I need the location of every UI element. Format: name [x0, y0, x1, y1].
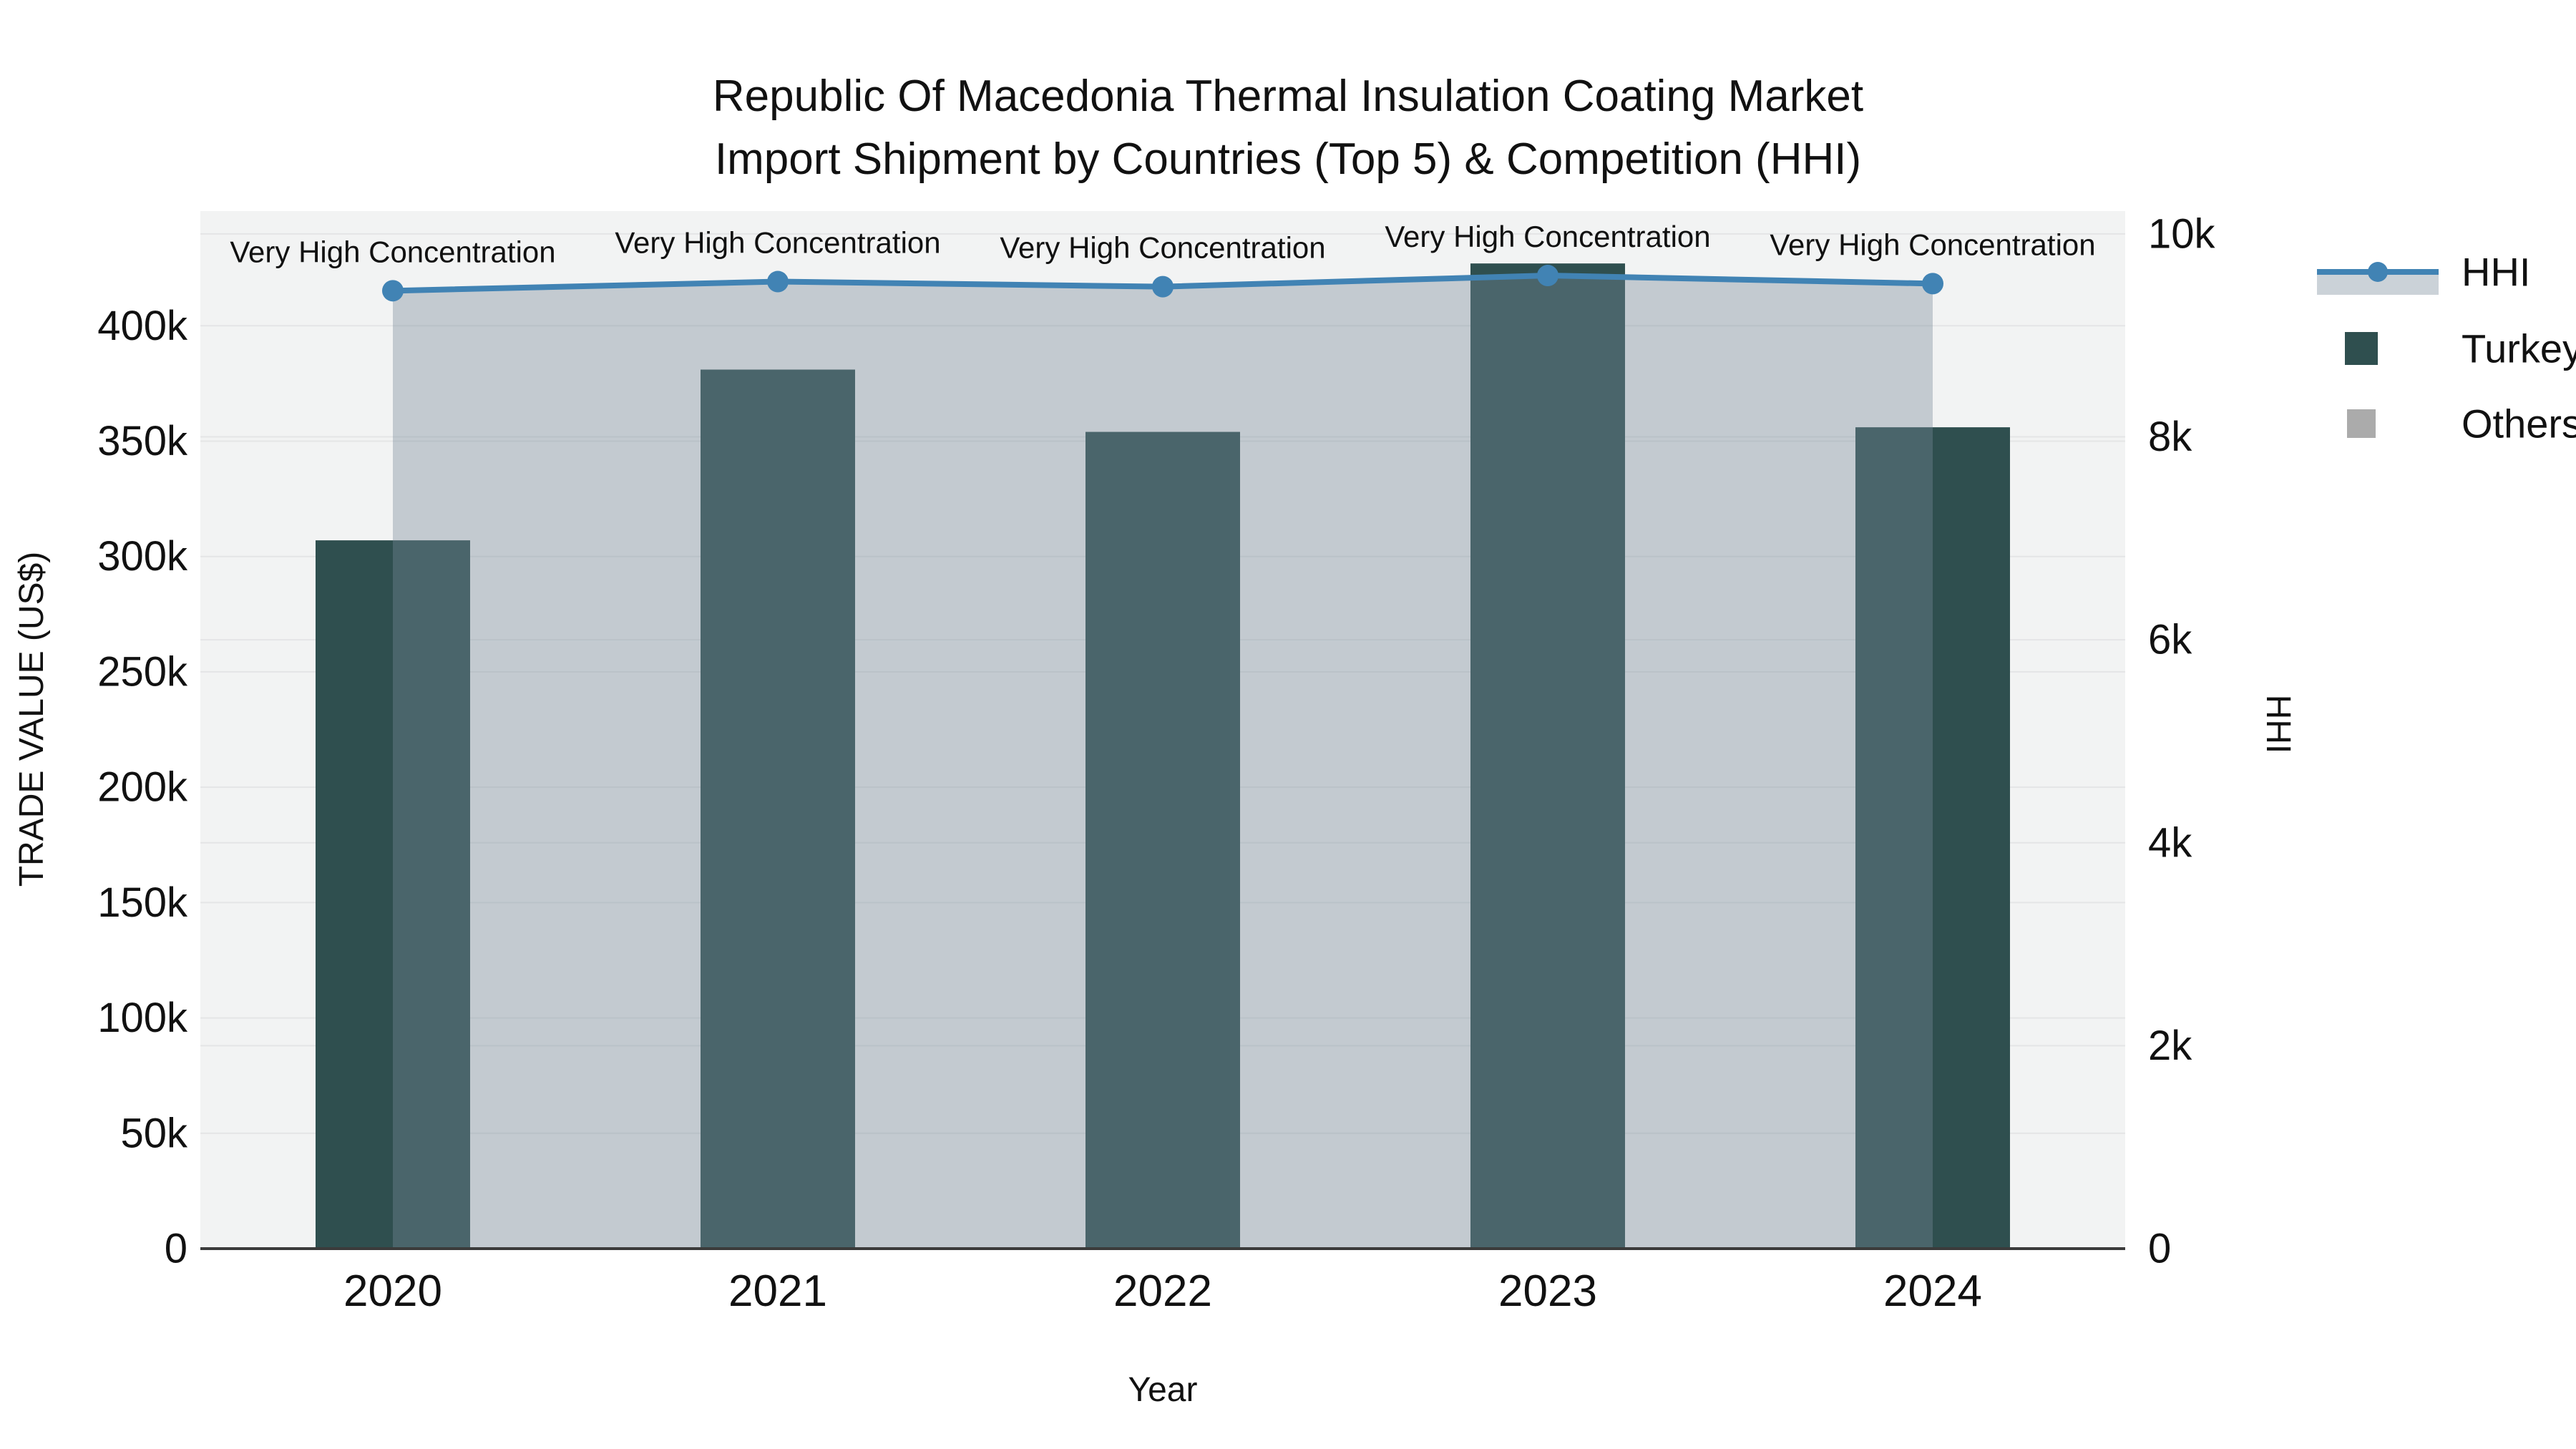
chart-title-line2: Import Shipment by Countries (Top 5) & C…: [715, 135, 1861, 184]
annotation-2023: Very High Concentration: [1385, 220, 1710, 253]
legend-swatch-turkey-icon: [2345, 332, 2378, 365]
left-axis-tick-0: 0: [165, 1226, 187, 1272]
right-axis-title: HHI: [2259, 695, 2297, 754]
right-axis-tick-0: 0: [2148, 1226, 2171, 1272]
x-axis-tick-2024: 2024: [1883, 1267, 1982, 1316]
legend-swatch-others-icon: [2347, 409, 2376, 438]
hhi-marker-2023: [1537, 265, 1558, 287]
annotation-2022: Very High Concentration: [1000, 231, 1325, 265]
x-axis-title: Year: [1128, 1371, 1198, 1409]
legend-item-turkey[interactable]: Turkey: [2345, 326, 2576, 371]
legend-label-hhi: HHI: [2462, 250, 2530, 295]
left-axis-tick-350k: 350k: [97, 418, 188, 464]
left-axis-tick-100k: 100k: [97, 995, 188, 1041]
left-axis-tick-200k: 200k: [97, 764, 188, 811]
left-axis-tick-400k: 400k: [97, 303, 188, 349]
hhi-marker-2021: [767, 270, 789, 293]
hhi-marker-2024: [1922, 273, 1943, 295]
hhi-marker-2022: [1152, 275, 1174, 298]
right-axis-tick-10k: 10k: [2148, 210, 2216, 257]
annotation-2021: Very High Concentration: [615, 226, 940, 260]
hhi-area-fill: [393, 275, 1933, 1249]
right-axis-tick-6k: 6k: [2148, 617, 2192, 663]
x-axis-tick-2021: 2021: [728, 1267, 827, 1316]
turkey-bar-2021: [701, 369, 855, 1249]
right-axis-tick-4k: 4k: [2148, 819, 2192, 866]
hhi-marker-2020: [382, 280, 404, 302]
legend-label-turkey: Turkey: [2462, 326, 2576, 371]
left-axis-title: TRADE VALUE (US$): [13, 552, 51, 887]
left-axis-tick-300k: 300k: [97, 533, 188, 580]
x-axis-tick-2020: 2020: [343, 1267, 442, 1316]
chart-title-line1: Republic Of Macedonia Thermal Insulation…: [713, 72, 1863, 121]
annotation-2024: Very High Concentration: [1770, 228, 2095, 261]
right-axis-tick-8k: 8k: [2148, 414, 2192, 460]
turkey-bar-2023: [1470, 263, 1625, 1249]
turkey-bar-2024: [1855, 427, 2010, 1249]
legend-item-others[interactable]: Others: [2347, 401, 2576, 447]
turkey-bar-2020: [316, 540, 470, 1249]
legend-hhi-marker-icon: [2368, 262, 2388, 282]
turkey-bar-2022: [1085, 431, 1240, 1249]
x-axis-tick-2023: 2023: [1498, 1267, 1597, 1316]
legend-label-others: Others: [2462, 401, 2576, 447]
x-axis-tick-2022: 2022: [1113, 1267, 1212, 1316]
annotation-2020: Very High Concentration: [230, 235, 555, 268]
legend-item-hhi[interactable]: HHI: [2317, 250, 2530, 296]
left-axis-tick-250k: 250k: [97, 648, 188, 695]
left-axis-tick-150k: 150k: [97, 879, 188, 926]
right-axis-tick-2k: 2k: [2148, 1023, 2192, 1069]
left-axis-tick-50k: 50k: [120, 1110, 188, 1156]
